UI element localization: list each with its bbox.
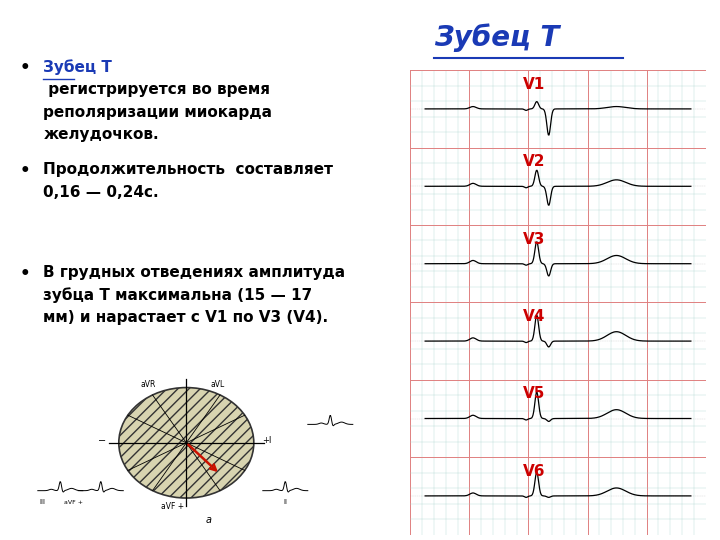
Text: V2: V2 (523, 154, 545, 169)
Text: регистрируется во время: регистрируется во время (43, 82, 271, 97)
Text: •: • (19, 265, 30, 282)
Text: V6: V6 (523, 464, 545, 479)
Text: aVF +: aVF + (161, 502, 184, 511)
Text: 0,16 — 0,24с.: 0,16 — 0,24с. (43, 185, 159, 200)
Text: III: III (40, 498, 45, 504)
Text: aVR: aVR (140, 380, 156, 389)
Text: мм) и нарастает с V1 по V3 (V4).: мм) и нарастает с V1 по V3 (V4). (43, 310, 328, 325)
Text: желудочков.: желудочков. (43, 127, 159, 143)
Text: −: − (98, 436, 106, 446)
Text: aVL: aVL (211, 380, 225, 389)
Text: •: • (19, 162, 30, 180)
Text: II: II (283, 498, 287, 504)
Text: а: а (206, 515, 212, 525)
Text: зубца Т максимальна (15 — 17: зубца Т максимальна (15 — 17 (43, 287, 312, 303)
Text: +I: +I (263, 436, 272, 446)
Text: •: • (19, 59, 30, 77)
Text: В грудных отведениях амплитуда: В грудных отведениях амплитуда (43, 265, 346, 280)
Text: V4: V4 (523, 309, 545, 324)
Text: V1: V1 (523, 77, 545, 92)
Text: V5: V5 (523, 387, 545, 401)
Text: реполяризации миокарда: реполяризации миокарда (43, 105, 272, 120)
Circle shape (119, 388, 254, 498)
Text: Зубец Т: Зубец Т (43, 59, 112, 75)
Text: aVF +: aVF + (64, 500, 84, 504)
Text: Зубец Т: Зубец Т (434, 24, 559, 52)
Text: V3: V3 (523, 232, 545, 247)
Text: Продолжительность  составляет: Продолжительность составляет (43, 162, 333, 177)
